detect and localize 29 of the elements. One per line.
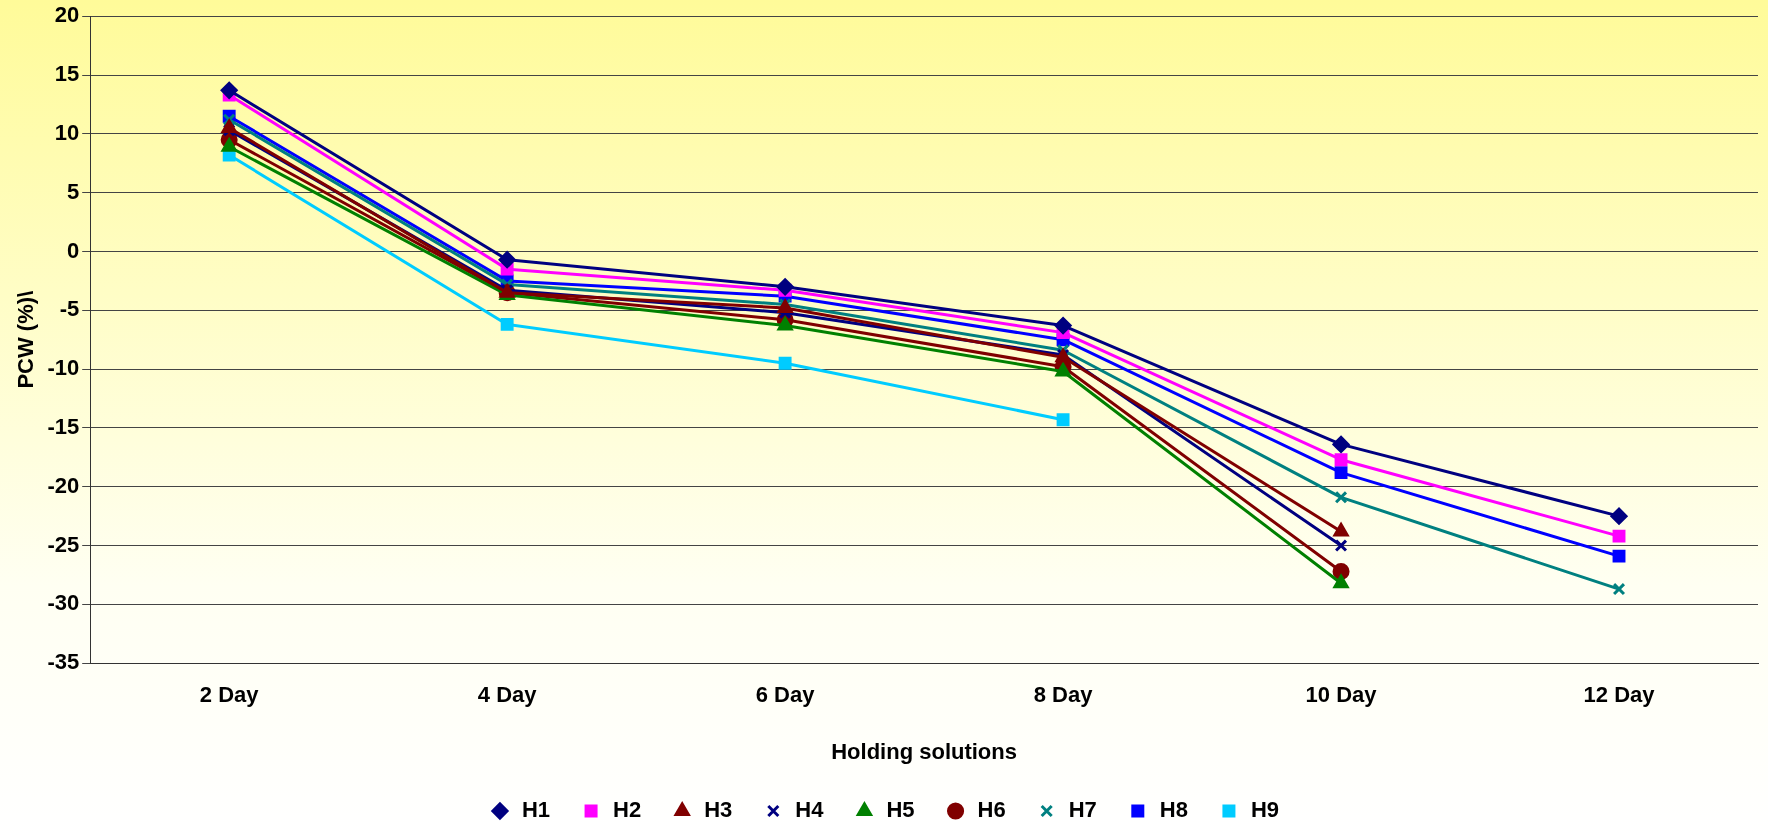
x-tick-label: 2 Day [199, 682, 260, 708]
x-tick-label: 4 Day [477, 682, 538, 708]
legend-label: H2 [613, 797, 642, 823]
x-tick-label: 6 Day [755, 682, 816, 708]
y-tick-label: -15 [47, 413, 80, 439]
x-tick-label: 12 Day [1583, 682, 1656, 708]
y-tick-label: 0 [66, 237, 80, 263]
legend-label: H5 [886, 797, 915, 823]
legend-label: H7 [1068, 797, 1097, 823]
y-tick-label: 15 [54, 61, 80, 87]
legend-label: H6 [977, 797, 1006, 823]
y-tick-label: -25 [47, 531, 80, 557]
y-tick-label: -5 [59, 296, 80, 322]
x-tick-label: 10 Day [1305, 682, 1378, 708]
legend-label: H9 [1250, 797, 1280, 823]
legend-label: H1 [521, 797, 551, 823]
y-tick-label: -30 [47, 590, 80, 616]
y-axis-title: PCW (%)\ [13, 290, 39, 389]
y-tick-label: 5 [66, 178, 80, 204]
y-tick-label: -20 [47, 472, 80, 498]
x-tick-label: 8 Day [1033, 682, 1094, 708]
y-tick-label: 20 [54, 2, 80, 28]
y-tick-label: -35 [47, 649, 80, 675]
x-axis-title: Holding solutions [831, 738, 1017, 764]
legend-label: H3 [704, 797, 733, 823]
y-tick-label: 10 [54, 119, 80, 145]
y-tick-label: -10 [47, 355, 80, 381]
legend-label: H4 [795, 797, 825, 823]
legend-label: H8 [1159, 797, 1188, 823]
